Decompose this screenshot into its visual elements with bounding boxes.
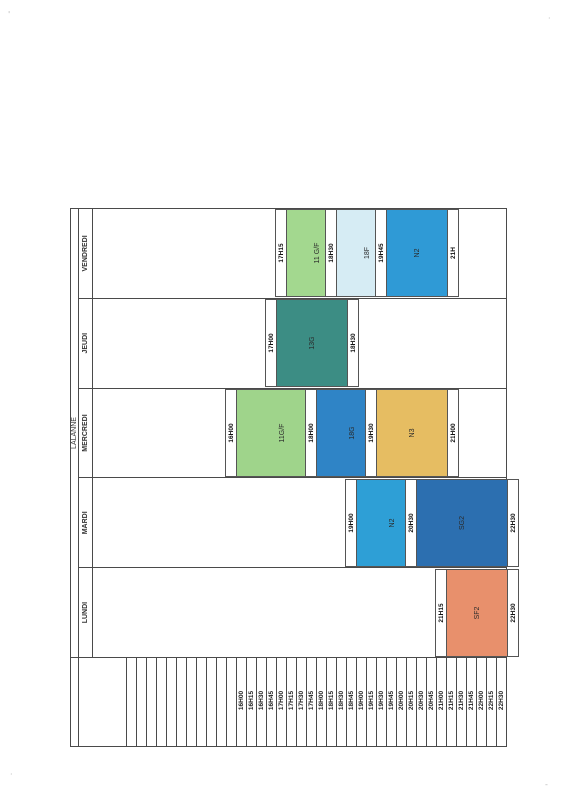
time-label: 16H15	[246, 658, 256, 746]
time-label: 18H30	[336, 658, 346, 746]
session-label: SF2	[473, 606, 481, 620]
session-label: 18G	[348, 426, 356, 440]
session-start-time: 16H00	[225, 389, 237, 477]
session-start-time: 17H00	[265, 299, 277, 387]
title-spacer	[70, 657, 79, 747]
sheet-title: LALANNE	[70, 208, 79, 658]
day-header-lundi: LUNDI	[78, 567, 93, 658]
time-row-blank	[226, 658, 236, 746]
time-column: 16H00 16H15 16H30 16H45 17H00 17H15 17H30 17H45…	[126, 658, 506, 746]
time-label: 20H30	[416, 658, 426, 746]
time-row-blank	[156, 658, 166, 746]
session-start-time: 20H30	[405, 479, 417, 567]
time-label: 16H30	[256, 658, 266, 746]
time-label: 21H00	[436, 658, 446, 746]
time-label: 18H00	[316, 658, 326, 746]
time-row-blank	[206, 658, 216, 746]
session-start-time: 21H15	[435, 569, 447, 657]
session-end-time: 22H30	[507, 479, 519, 567]
time-row-blank	[186, 658, 196, 746]
time-label: 21H15	[446, 658, 456, 746]
session-label: 18F	[363, 246, 371, 260]
time-row-blank	[146, 658, 156, 746]
day-header-mercredi: MERCREDI	[78, 388, 93, 478]
time-label: 18H15	[326, 658, 336, 746]
time-label: 19H00	[356, 658, 366, 746]
time-label: 22H15	[486, 658, 496, 746]
timetable-sheet: LALANNE 16H00 16H15 16H30 16H45 17H00 17H15 17H…	[70, 208, 519, 747]
day-header-row: 16H00 16H15 16H30 16H45 17H00 17H15 17H30 17H45…	[78, 208, 507, 747]
time-label: 20H00	[396, 658, 406, 746]
time-row-blank	[136, 658, 146, 746]
time-row-blank	[176, 658, 186, 746]
session-start-time: 19H30	[365, 389, 377, 477]
time-label: 17H30	[296, 658, 306, 746]
session-start-time: 19H00	[345, 479, 357, 567]
session-start-time: 18H30	[325, 209, 337, 297]
session-label: N2	[388, 518, 396, 528]
time-label: 21H30	[456, 658, 466, 746]
time-label: 19H30	[376, 658, 386, 746]
session-block[interactable]: 13G	[277, 299, 347, 387]
day-header-jeudi: JEUDI	[78, 298, 93, 389]
time-label: 18H45	[346, 658, 356, 746]
scan-mark-top-right: ·	[548, 14, 551, 23]
session-label: 11G/F	[278, 423, 286, 443]
scan-mark-top-left: '	[8, 10, 11, 19]
time-label: 21H45	[466, 658, 476, 746]
day-header-mardi: MARDI	[78, 477, 93, 568]
scan-mark-bottom-left: ·	[10, 770, 13, 779]
time-label: 16H00	[236, 658, 246, 746]
session-start-time: 18H00	[305, 389, 317, 477]
session-block[interactable]: SF2	[447, 569, 507, 657]
session-label: 13G	[308, 336, 316, 350]
session-end-time: 18H30	[347, 299, 359, 387]
session-block[interactable]: N3	[377, 389, 447, 477]
corner-cell: 16H00 16H15 16H30 16H45 17H00 17H15 17H30 17H45…	[78, 657, 507, 747]
session-label: N3	[408, 428, 416, 438]
day-header-vendredi: VENDREDI	[78, 208, 93, 299]
session-label: SG2	[458, 516, 466, 531]
time-label: 22H00	[476, 658, 486, 746]
time-row-blank	[126, 658, 136, 746]
time-label: 19H15	[366, 658, 376, 746]
session-block[interactable]: N2	[387, 209, 447, 297]
time-label: 20H15	[406, 658, 416, 746]
time-label: 17H15	[286, 658, 296, 746]
time-label: 19H45	[386, 658, 396, 746]
session-start-time: 19H45	[375, 209, 387, 297]
title-row: LALANNE	[70, 208, 79, 747]
session-label: N2	[413, 248, 421, 258]
time-row-blank	[216, 658, 226, 746]
time-row-blank	[166, 658, 176, 746]
session-end-time: 21H	[447, 209, 459, 297]
time-label: 22H30	[496, 658, 506, 746]
session-label: 11 G/F	[313, 242, 321, 264]
session-end-time: 21H00	[447, 389, 459, 477]
time-label: 16H45	[266, 658, 276, 746]
time-row-blank	[196, 658, 206, 746]
session-block[interactable]: SG2	[417, 479, 507, 567]
time-label: 17H45	[306, 658, 316, 746]
session-start-time: 17H15	[275, 209, 287, 297]
session-end-time: 22H30	[507, 569, 519, 657]
time-label: 17H00	[276, 658, 286, 746]
scan-mark-bottom-right: -	[545, 780, 548, 789]
time-label: 20H45	[426, 658, 436, 746]
